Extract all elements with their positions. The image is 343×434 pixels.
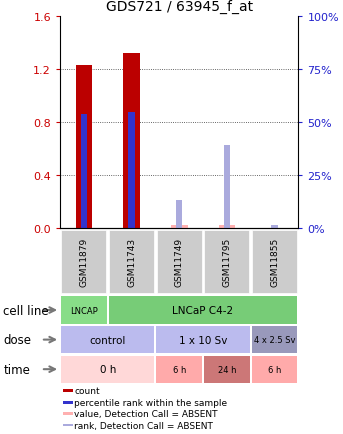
Bar (271, 225, 278, 228)
Text: 6 h: 6 h (173, 365, 186, 374)
Text: GSM11879: GSM11879 (79, 237, 88, 286)
Bar (157, 230, 202, 293)
Bar (109, 230, 154, 293)
Text: GSM11743: GSM11743 (127, 237, 136, 286)
Bar (61, 297, 107, 324)
Bar (81, 115, 87, 228)
Text: LNCaP C4-2: LNCaP C4-2 (173, 306, 234, 315)
Text: GSM11749: GSM11749 (175, 237, 184, 286)
Bar (128, 112, 135, 228)
Text: 4 x 2.5 Sv: 4 x 2.5 Sv (254, 335, 295, 344)
Text: GSM11795: GSM11795 (222, 237, 232, 286)
Bar (109, 297, 297, 324)
Bar (176, 201, 182, 228)
Bar (252, 356, 297, 383)
Text: time: time (3, 363, 30, 376)
Bar (63, 390, 73, 392)
Text: count: count (74, 386, 100, 395)
Text: GSM11855: GSM11855 (270, 237, 279, 286)
Bar (252, 326, 297, 353)
Text: 24 h: 24 h (218, 365, 236, 374)
Bar (252, 230, 297, 293)
Text: 1 x 10 Sv: 1 x 10 Sv (179, 335, 227, 345)
Bar (61, 356, 154, 383)
Bar (156, 326, 250, 353)
Text: dose: dose (3, 333, 32, 346)
Text: percentile rank within the sample: percentile rank within the sample (74, 398, 227, 407)
Bar (61, 230, 106, 293)
Title: GDS721 / 63945_f_at: GDS721 / 63945_f_at (106, 0, 253, 13)
Bar (75, 66, 92, 228)
Bar (63, 424, 73, 427)
Text: cell line: cell line (3, 304, 49, 317)
Text: value, Detection Call = ABSENT: value, Detection Call = ABSENT (74, 409, 217, 418)
Bar (204, 356, 250, 383)
Bar (224, 146, 230, 228)
Text: rank, Detection Call = ABSENT: rank, Detection Call = ABSENT (74, 421, 213, 430)
Bar (61, 326, 154, 353)
Text: control: control (90, 335, 126, 345)
Bar (156, 356, 202, 383)
Text: 0 h: 0 h (99, 365, 116, 374)
Bar (63, 401, 73, 404)
Bar (63, 412, 73, 415)
Bar (218, 226, 235, 228)
Text: LNCAP: LNCAP (70, 306, 98, 315)
Text: 6 h: 6 h (268, 365, 281, 374)
Bar (204, 230, 249, 293)
Bar (123, 54, 140, 228)
Bar (171, 226, 188, 228)
